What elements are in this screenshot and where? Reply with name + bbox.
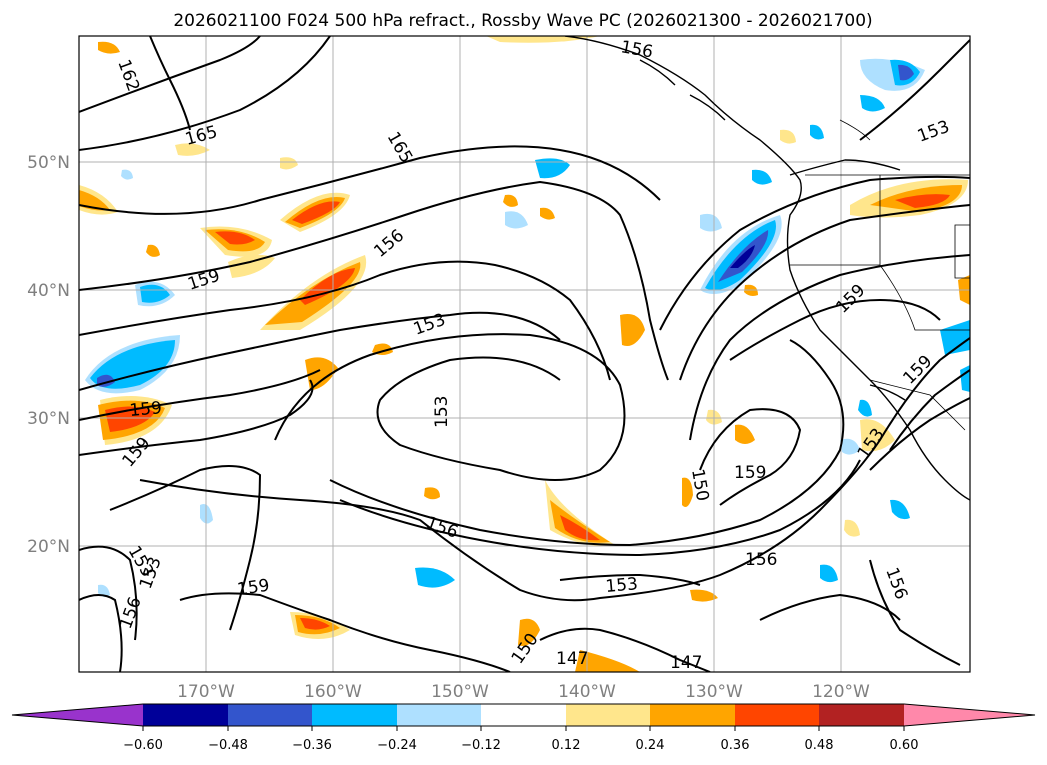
figure-title: 2026021100 F024 500 hPa refract., Rossby…: [173, 11, 872, 31]
contour-label: 159: [734, 463, 766, 483]
colorbar-segment: [735, 704, 819, 726]
contour-label: 147: [556, 649, 588, 669]
graticule: [79, 36, 970, 672]
colorbar-tick: −0.12: [461, 738, 501, 753]
colorbar-segment: [566, 704, 650, 726]
lon-label: 170°W: [177, 682, 235, 702]
colorbar-segment: [397, 704, 481, 726]
lon-label: 160°W: [304, 682, 362, 702]
colorbar-tick: −0.36: [292, 738, 332, 753]
contour-label: 153: [605, 574, 639, 597]
colorbar-segment: [143, 704, 228, 726]
colorbar-tick: 0.24: [636, 738, 665, 753]
contour-label: 153: [432, 396, 452, 428]
colorbar-segment: [650, 704, 735, 726]
lat-label: 30°N: [27, 409, 70, 429]
refractivity-contours: [79, 36, 970, 672]
colorbar-tick: −0.24: [377, 738, 417, 753]
colorbar: −0.60 −0.48 −0.36 −0.24 −0.12 0.12 0.24 …: [11, 703, 1036, 753]
contour-label: 159: [236, 576, 271, 600]
lon-label: 120°W: [812, 682, 870, 702]
colorbar-tick: 0.60: [890, 738, 919, 753]
lat-label: 20°N: [27, 537, 70, 557]
map-panel: 162 165 165 159 156 159 153 153 153 159 …: [79, 36, 970, 673]
colorbar-segment: [228, 704, 312, 726]
lon-label: 150°W: [431, 682, 489, 702]
negative-anomaly-fill: [85, 58, 970, 598]
colorbar-segment: [481, 704, 566, 726]
contour-label: 156: [745, 550, 777, 570]
coastlines: [564, 36, 970, 501]
colorbar-tick: −0.60: [123, 738, 163, 753]
contour-label: 147: [670, 653, 702, 673]
lat-label: 50°N: [27, 153, 70, 173]
lon-label: 140°W: [558, 682, 616, 702]
latitude-labels: 50°N 40°N 30°N 20°N: [27, 153, 70, 557]
colorbar-segment: [819, 704, 904, 726]
lon-label: 130°W: [685, 682, 743, 702]
colorbar-extend-left: [12, 704, 143, 726]
colorbar-extend-right: [904, 704, 1035, 726]
colorbar-tick: −0.48: [208, 738, 248, 753]
colorbar-tick: 0.48: [805, 738, 834, 753]
contour-label: 159: [129, 398, 163, 421]
colorbar-tick: 0.36: [721, 738, 750, 753]
colorbar-segment: [312, 704, 397, 726]
longitude-labels: 170°W 160°W 150°W 140°W 130°W 120°W: [177, 682, 870, 702]
map-border: [78, 35, 971, 673]
colorbar-tick: 0.12: [552, 738, 581, 753]
lat-label: 40°N: [27, 281, 70, 301]
